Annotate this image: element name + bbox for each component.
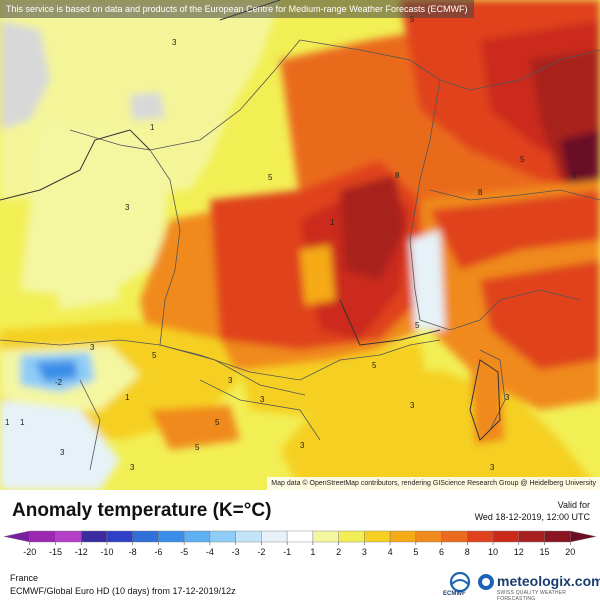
scale-label: -8 [129,547,137,557]
contour-label: 8 [478,188,483,197]
scale-label: 15 [540,547,550,557]
contour-label: -2 [55,378,63,387]
color-swatch [81,530,108,543]
color-swatch [544,530,571,543]
temperature-field [0,0,600,490]
color-swatch [338,530,365,543]
color-swatch [106,530,133,543]
contour-label: 5 [410,15,415,24]
scale-label: -10 [100,547,113,557]
data-source-banner: This service is based on data and produc… [0,0,474,18]
color-swatch [261,530,288,543]
color-swatch [29,530,56,543]
contour-label: 3 [410,401,415,410]
scale-label: -15 [49,547,62,557]
scale-label: -4 [206,547,214,557]
color-swatch [158,530,185,543]
model-run-info: ECMWF/Global Euro HD (10 days) from 17-1… [10,586,236,596]
contour-label: 1 [20,418,25,427]
color-swatch [312,530,339,543]
valid-label: Valid for [557,500,590,510]
scale-label: 4 [388,547,393,557]
contour-label: 3 [505,393,510,402]
color-swatch [3,530,30,543]
color-swatch [570,530,597,543]
color-swatch [286,530,314,543]
contour-label: 5 [572,171,577,180]
color-swatch [183,530,211,543]
color-swatch [235,530,262,543]
contour-label: 3 [130,463,135,472]
contour-label: 8 [395,171,400,180]
contour-label: 3 [90,343,95,352]
contour-labels: 1 3 5 1 3 1 5 3 5 5 8 8 3 5 5 3 5 3 3 5 … [5,15,577,472]
scale-label: -1 [283,547,291,557]
contour-label: 5 [215,418,220,427]
color-swatch [518,530,545,543]
scale-label: 5 [413,547,418,557]
contour-label: 3 [172,38,177,47]
color-swatch [364,530,391,543]
meteologix-logo-icon [478,574,494,590]
color-swatch [492,530,519,543]
contour-label: 3 [228,376,233,385]
color-swatch [467,530,494,543]
region-name: France [10,573,39,583]
boundary-lines [0,39,600,471]
scale-label: 2 [336,547,341,557]
contour-label: 3 [490,463,495,472]
scale-label: 10 [488,547,498,557]
ecmwf-logo-icon [449,572,471,593]
scale-label: -20 [23,547,36,557]
color-swatch [132,530,159,543]
contour-label: 5 [152,351,157,360]
scale-label: 1 [310,547,315,557]
scale-label: 8 [465,547,470,557]
scale-label: -12 [75,547,88,557]
scale-label: 6 [439,547,444,557]
meteologix-tagline: SWISS QUALITY WEATHER FORECASTING [497,590,567,602]
color-scale-swatches [3,530,597,543]
contour-label: 5 [268,173,273,182]
contour-label: 3 [300,441,305,450]
contour-label: 5 [520,155,525,164]
contour-label: 3 [125,203,130,212]
color-scale-labels: -20 -15 -12 -10 -8 -6 -5 -4 -3 -2 -1 1 2 3 4 5 6 8 10 12 15 2… [23,542,575,557]
contour-label: 1 [125,393,130,402]
contour-label: 1 [330,218,335,227]
valid-date: Wed 18-12-2019, 12:00 UTC [474,512,590,522]
contour-label: 5 [415,321,420,330]
scale-label: 12 [514,547,524,557]
scale-label: -5 [180,547,188,557]
contour-label: 5 [195,443,200,452]
scale-label: 20 [565,547,575,557]
color-scale: -20 -15 -12 -10 -8 -6 -5 -4 -3 -2 -1 1 2 3 4 5 6 8 10 12 15 2… [3,530,597,557]
color-swatch [441,530,468,543]
legend-title: Anomaly temperature (K=°C) [12,500,272,521]
anomaly-temperature-map: 1 3 5 1 3 1 5 3 5 5 8 8 3 5 5 3 5 3 3 5 … [0,0,600,490]
contour-label: 1 [5,418,10,427]
scale-label: 3 [362,547,367,557]
meteologix-brand: meteologix.com [497,573,600,589]
contour-label: 1 [150,123,155,132]
contour-label: 3 [60,448,65,457]
color-swatch [55,530,82,543]
scale-label: -3 [232,547,240,557]
scale-label: -2 [257,547,265,557]
color-swatch [209,530,236,543]
scale-label: -6 [154,547,162,557]
color-swatch [389,530,417,543]
color-swatch [415,530,442,543]
map-attribution: Map data © OpenStreetMap contributors, r… [267,477,600,490]
contour-label: 5 [372,361,377,370]
contour-label: 3 [260,395,265,404]
ecmwf-label: ECMWF [443,591,466,597]
